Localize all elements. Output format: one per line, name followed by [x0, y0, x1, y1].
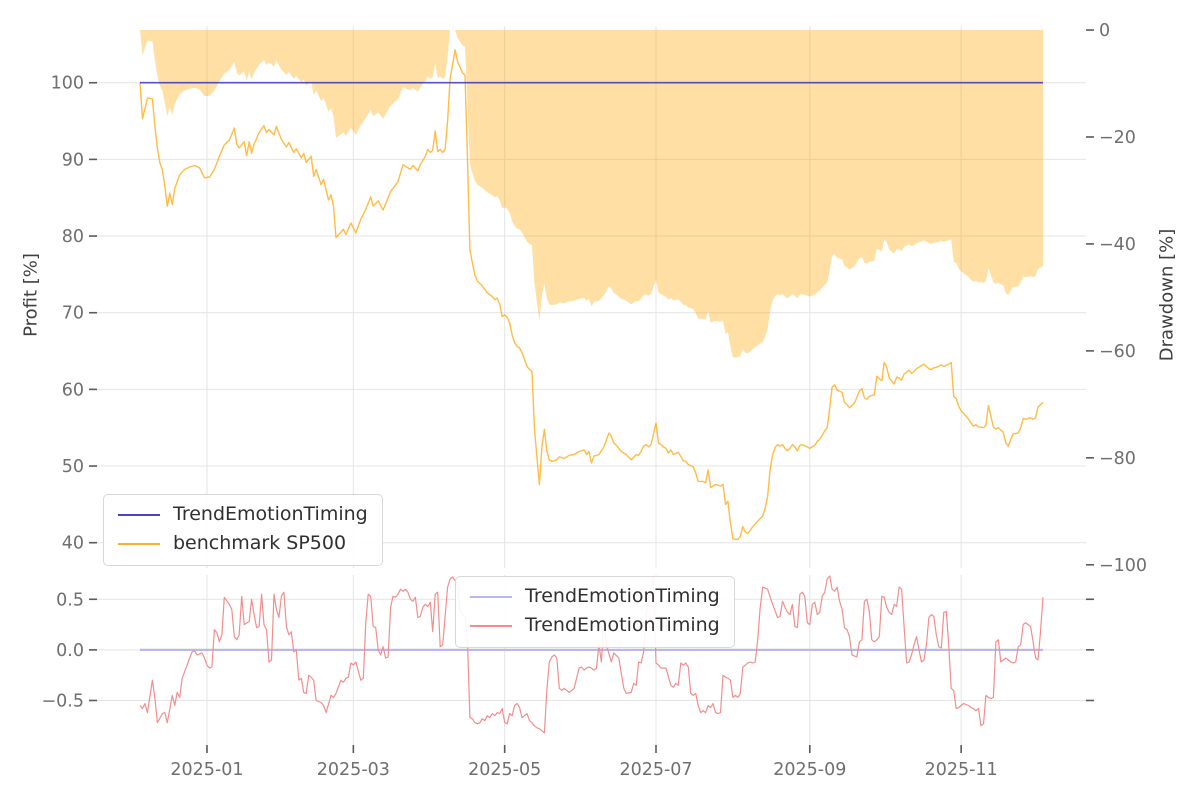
- drawdown-area: [140, 30, 1043, 358]
- drawdown-tick-label: −100: [1099, 556, 1147, 576]
- profit-tick-label: 90: [62, 150, 84, 170]
- x-tick-label: 2025-05: [468, 760, 541, 780]
- axis-ticks: 100 90 80 70 60 50 40 0 −20 −40 −60 −80 −100 0.5 0.0 −0…: [42, 21, 1148, 780]
- legend-label: TrendEmotionTiming: [173, 503, 368, 525]
- benchmark-line-swatch: [118, 542, 160, 545]
- profit-tick-label: 80: [62, 227, 84, 247]
- x-tick-label: 2025-01: [170, 760, 243, 780]
- grid-lines: [97, 26, 1086, 745]
- legend-label: TrendEmotionTiming: [525, 613, 720, 636]
- drawdown-axis-label: Drawdown [%]: [1156, 228, 1178, 362]
- legend-item-strategy: TrendEmotionTiming: [118, 503, 368, 526]
- drawdown-tick-label: −60: [1099, 342, 1136, 362]
- profit-tick-label: 50: [62, 457, 84, 477]
- strategy-daily-line-swatch: [470, 595, 512, 598]
- drawdown-tick-label: 0: [1099, 21, 1110, 41]
- legend-label: benchmark SP500: [173, 531, 347, 554]
- drawdown-tick-label: −20: [1099, 128, 1136, 148]
- legend-item-benchmark: benchmark SP500: [118, 531, 368, 555]
- daily-benchmark-line: [139, 575, 1044, 734]
- strategy-daily-line2-swatch: [470, 624, 512, 627]
- profit-tick-label: 100: [51, 74, 84, 94]
- daily-tick-label: 0.0: [56, 641, 84, 661]
- profit-tick-label: 40: [62, 534, 84, 554]
- strategy-line-swatch: [118, 513, 160, 516]
- x-tick-label: 2025-09: [773, 760, 846, 780]
- legend-top: TrendEmotionTiming benchmark SP500: [103, 494, 383, 566]
- profit-axis-label: Profit [%]: [20, 253, 42, 337]
- profit-tick-label: 70: [62, 304, 84, 324]
- legend-label: TrendEmotionTiming: [525, 585, 720, 607]
- daily-tick-label: −0.5: [42, 691, 85, 711]
- x-tick-label: 2025-03: [317, 760, 390, 780]
- profit-tick-label: 60: [62, 380, 84, 400]
- legend-bottom: TrendEmotionTiming TrendEmotionTiming: [455, 576, 735, 648]
- legend-item-strategy-daily-2: TrendEmotionTiming: [470, 613, 720, 637]
- legend-item-strategy-daily: TrendEmotionTiming: [470, 585, 720, 608]
- drawdown-tick-label: −80: [1099, 449, 1136, 469]
- daily-tick-label: 0.5: [56, 590, 84, 610]
- benchmark-line: [139, 49, 1044, 541]
- x-tick-label: 2025-07: [619, 760, 692, 780]
- drawdown-tick-label: −40: [1099, 235, 1136, 255]
- x-tick-label: 2025-11: [925, 760, 998, 780]
